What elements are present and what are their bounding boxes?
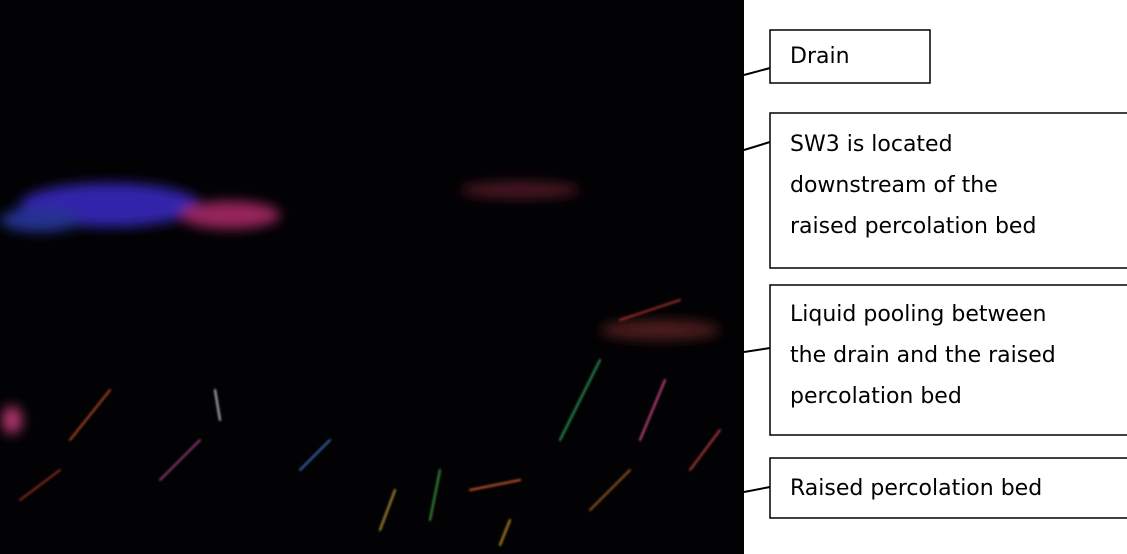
connector (744, 142, 770, 150)
connector (744, 68, 770, 75)
callout-text: the drain and the raised (790, 343, 1056, 368)
figure: Drain SW3 is located downstream of the rais… (0, 0, 1127, 554)
connector (744, 348, 770, 352)
callout-text: downstream of the (790, 173, 998, 198)
connectors (744, 68, 770, 492)
photo (0, 0, 744, 554)
callout-text: Raised percolation bed (790, 476, 1042, 501)
callout-text: Liquid pooling between (790, 302, 1047, 327)
callout-text: raised percolation bed (790, 214, 1036, 239)
callout-text: percolation bed (790, 384, 962, 409)
callout-text: Drain (790, 44, 850, 69)
callout-text: SW3 is located (790, 132, 953, 157)
callout-boxes (770, 30, 1127, 518)
connector (744, 487, 770, 492)
